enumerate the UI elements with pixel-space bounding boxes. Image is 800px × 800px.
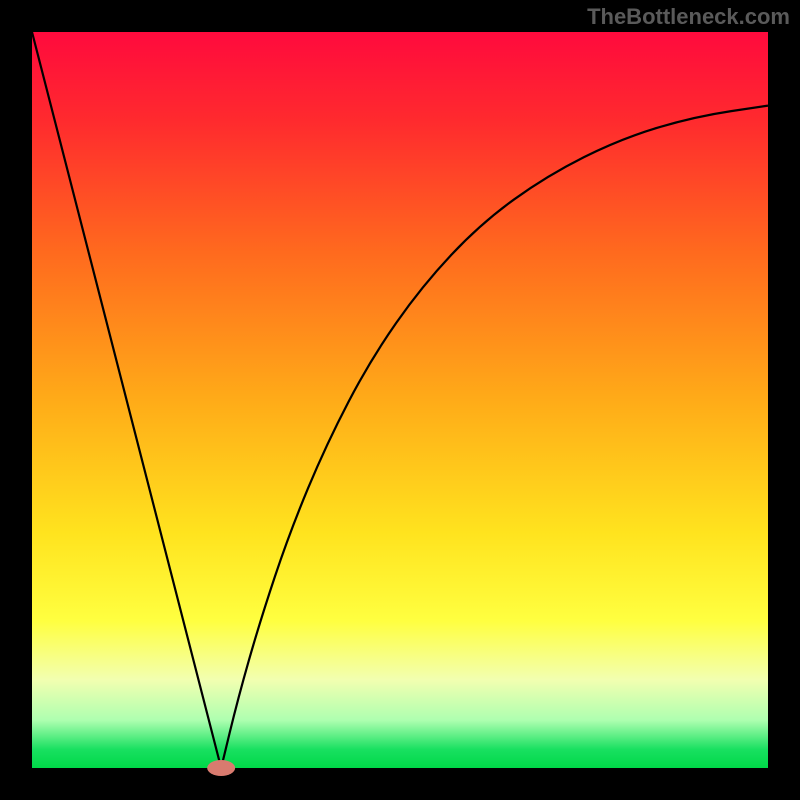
plot-background xyxy=(32,32,768,768)
watermark-text: TheBottleneck.com xyxy=(587,4,790,30)
chart-svg xyxy=(0,0,800,800)
optimal-point-marker xyxy=(207,760,235,776)
bottleneck-chart: TheBottleneck.com xyxy=(0,0,800,800)
